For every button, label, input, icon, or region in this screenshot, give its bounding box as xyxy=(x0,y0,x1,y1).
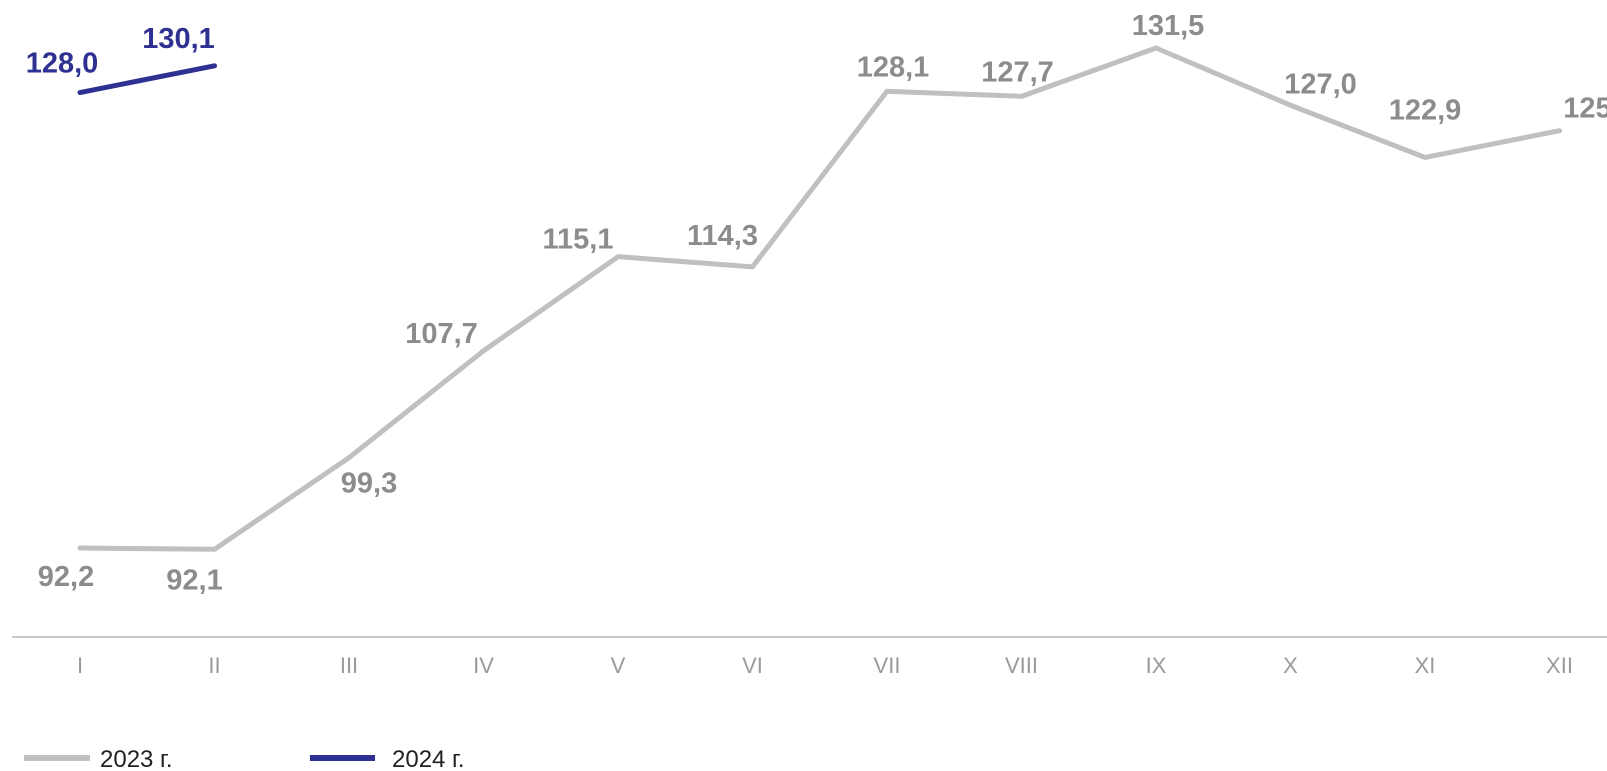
x-tick-label: XII xyxy=(1546,653,1573,678)
legend-label-2024: 2024 г. xyxy=(392,746,465,771)
data-label-0: 114,3 xyxy=(687,220,758,252)
x-axis-ticks: I II III IV V VI VII VIII IX X XI XII xyxy=(77,653,1573,678)
data-label-1: 128,0 xyxy=(26,48,99,80)
x-tick-label: IX xyxy=(1146,653,1167,678)
x-tick-label: V xyxy=(611,653,626,678)
x-tick-label: X xyxy=(1283,653,1298,678)
x-tick-label: I xyxy=(77,653,83,678)
data-label-0: 127,7 xyxy=(981,56,1054,88)
data-label-0: 92,2 xyxy=(38,561,94,593)
x-tick-label: VI xyxy=(742,653,763,678)
data-label-0: 107,7 xyxy=(405,318,478,350)
data-label-0: 128,1 xyxy=(857,51,930,83)
x-tick-label: VII xyxy=(874,653,901,678)
legend-item-2024: 2024 г. xyxy=(310,746,465,771)
data-label-0: 131,5 xyxy=(1132,10,1205,42)
data-label-0: 125,0 xyxy=(1563,93,1607,125)
x-tick-label: II xyxy=(208,653,220,678)
x-tick-label: III xyxy=(340,653,358,678)
data-labels: 92,2 92,1 99,3 107,7 115,1 114,3 128,1 127,7 131… xyxy=(26,10,1607,596)
x-tick-label: XI xyxy=(1415,653,1436,678)
x-tick-label: IV xyxy=(473,653,494,678)
series-lines xyxy=(77,45,1562,552)
data-label-0: 99,3 xyxy=(341,468,397,500)
data-label-0: 122,9 xyxy=(1389,94,1462,126)
series-line-0 xyxy=(77,45,1562,552)
data-label-1: 130,1 xyxy=(142,23,215,55)
x-tick-label: VIII xyxy=(1005,653,1038,678)
series-line-1 xyxy=(77,63,217,96)
data-label-0: 92,1 xyxy=(166,564,222,596)
legend-label-2023: 2023 г. xyxy=(100,746,173,771)
legend: 2023 г. 2024 г. xyxy=(24,746,465,771)
data-label-0: 127,0 xyxy=(1284,68,1357,100)
legend-item-2023: 2023 г. xyxy=(24,746,173,771)
data-label-0: 115,1 xyxy=(543,224,614,256)
